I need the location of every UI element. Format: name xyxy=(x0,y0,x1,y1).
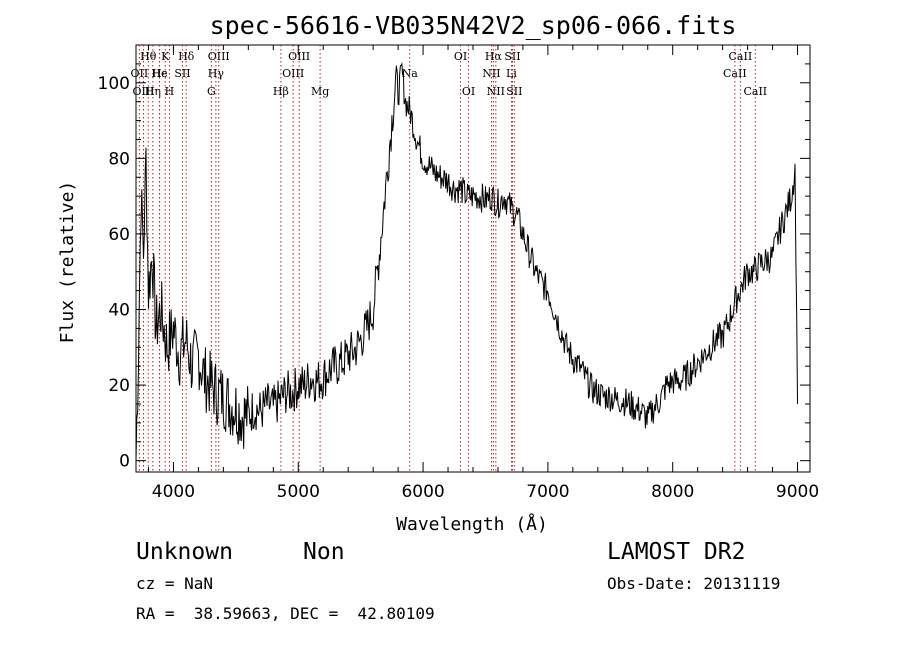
x-tick-label-1: 5000 xyxy=(277,482,320,502)
spectrum-series xyxy=(135,62,798,462)
y-tick-label-0: 0 xyxy=(119,452,130,472)
line-label-2: OIII xyxy=(132,85,154,98)
line-label-14: OIII xyxy=(282,67,304,80)
line-label-22: NII xyxy=(487,85,505,98)
line-label-11: Hγ xyxy=(208,67,225,80)
line-label-1: OII xyxy=(131,67,149,80)
line-label-5: Hη xyxy=(145,85,161,98)
x-tick-label-5: 9000 xyxy=(776,482,819,502)
line-label-12: G xyxy=(207,85,216,98)
line-label-19: OI xyxy=(462,85,475,98)
x-tick-label-4: 8000 xyxy=(651,482,694,502)
y-tick-label-3: 60 xyxy=(108,225,130,245)
line-label-21: NII xyxy=(482,67,500,80)
y-tick-label-2: 40 xyxy=(108,301,130,321)
line-label-6: H xyxy=(165,85,175,98)
line-label-0: Hθ xyxy=(140,50,157,63)
line-label-3: K xyxy=(161,50,170,63)
plot-frame xyxy=(135,44,811,473)
survey-name: LAMOST DR2 xyxy=(607,539,746,565)
line-label-24: Li xyxy=(506,67,517,80)
ra-dec: RA = 38.59663, DEC = 42.80109 xyxy=(136,604,435,623)
line-label-15: Hβ xyxy=(273,85,289,98)
object-subclass: Non xyxy=(303,539,345,565)
x-tick-label-0: 4000 xyxy=(152,482,195,502)
line-label-27: CaII xyxy=(723,67,747,80)
line-label-25: SII xyxy=(506,85,522,98)
line-label-16: Mg xyxy=(311,85,329,98)
y-axis-label: Flux (relative) xyxy=(57,181,78,344)
y-tick-label-1: 20 xyxy=(108,376,130,396)
object-class: Unknown xyxy=(136,539,233,565)
y-tick-label-5: 100 xyxy=(98,74,130,94)
line-label-17: Na xyxy=(402,67,419,80)
redshift-cz: cz = NaN xyxy=(136,574,214,593)
y-tick-label-4: 80 xyxy=(108,149,130,169)
obs-date: Obs-Date: 20131119 xyxy=(607,574,781,593)
line-label-9: Hδ xyxy=(178,50,195,63)
line-label-8: SII xyxy=(174,67,190,80)
line-label-28: CaII xyxy=(743,85,767,98)
line-label-18: OI xyxy=(454,50,467,63)
line-label-13: OIII xyxy=(288,50,310,63)
line-label-26: CaII xyxy=(729,50,753,63)
line-label-20: Hα xyxy=(485,50,503,63)
x-axis-label: Wavelength (Å) xyxy=(396,513,548,535)
line-label-7: He xyxy=(151,67,167,80)
x-tick-label-3: 7000 xyxy=(526,482,569,502)
x-tick-label-2: 6000 xyxy=(401,482,444,502)
line-label-10: OIII xyxy=(208,50,230,63)
line-label-23: SII xyxy=(504,50,520,63)
chart-title: spec-56616-VB035N42V2_sp06-066.fits xyxy=(210,11,737,40)
